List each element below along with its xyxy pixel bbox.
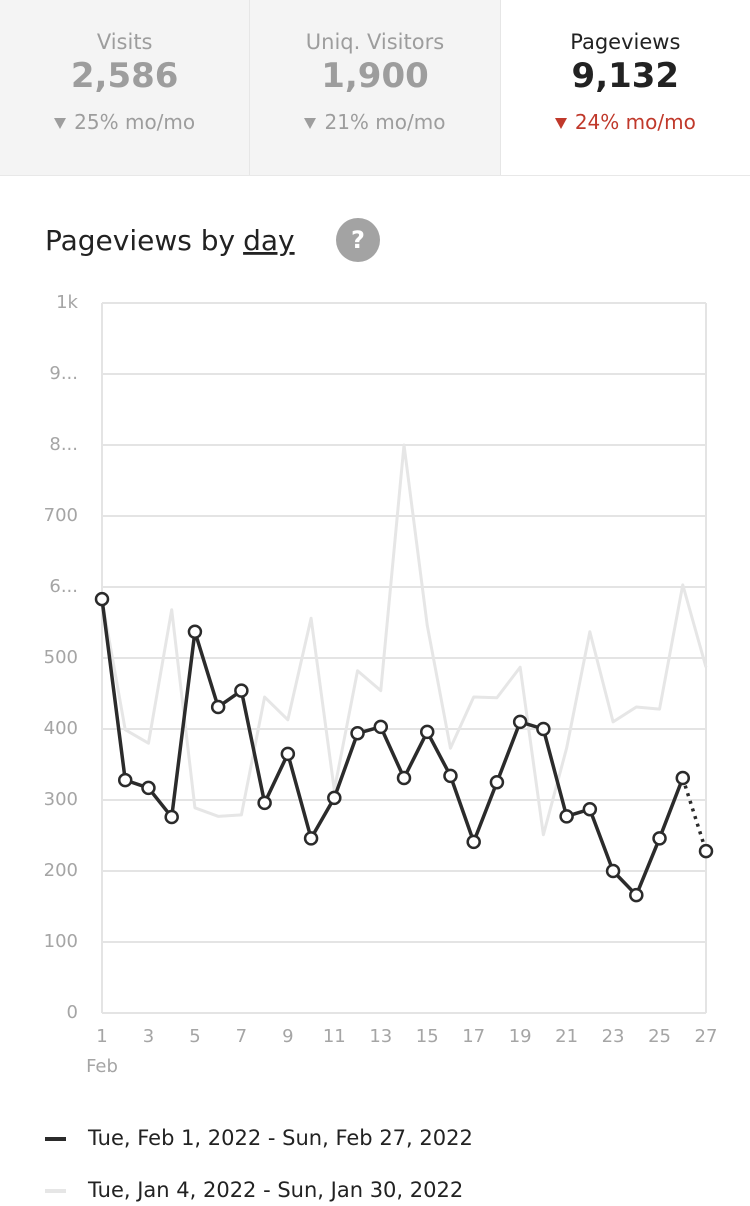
y-tick-label: 6... <box>49 576 78 597</box>
data-point <box>605 863 621 879</box>
tab-value: 2,586 <box>70 56 179 96</box>
data-point <box>629 887 644 903</box>
tab-change: 25% mo/mo <box>0 110 249 134</box>
data-point <box>698 843 714 859</box>
data-point <box>327 790 342 806</box>
x-tick-label: 27 <box>695 1026 718 1047</box>
x-tick-label: 3 <box>143 1026 154 1047</box>
x-tick-label: 21 <box>555 1026 578 1047</box>
down-arrow <box>54 118 67 129</box>
data-point <box>280 746 296 762</box>
data-point <box>187 624 203 639</box>
x-tick-label: 17 <box>462 1026 485 1047</box>
tab-value: 9,132 <box>571 56 680 96</box>
x-sublabel: Feb <box>86 1056 118 1077</box>
help-glyph: ? <box>351 226 365 254</box>
data-point <box>652 831 667 846</box>
change-text: 25% mo/mo <box>74 110 196 134</box>
data-point <box>675 770 691 786</box>
legend-label: Tue, Jan 4, 2022 - Sun, Jan 30, 2022 <box>87 1178 463 1202</box>
tab-label: Uniq. Visitors <box>305 30 445 54</box>
data-point <box>536 721 551 737</box>
data-point <box>141 780 156 796</box>
series-line-partial <box>681 777 708 852</box>
data-point <box>419 724 435 740</box>
change-text: 24% mo/mo <box>574 110 696 134</box>
stat-tab[interactable]: Uniq. Visitors 1,900 21% mo/mo <box>250 0 501 175</box>
x-tick-label: 23 <box>602 1026 625 1047</box>
data-point <box>489 775 505 790</box>
y-tick-label: 300 <box>44 789 78 810</box>
chart-title: Pageviews by day <box>45 224 295 257</box>
stat-tab[interactable]: Visits 2,586 25% mo/mo <box>0 0 251 175</box>
title-text: Pageviews by <box>45 224 235 257</box>
y-tick-label: 0 <box>67 1002 78 1023</box>
stat-tab[interactable]: Pageviews 9,132 24% mo/mo <box>500 0 750 175</box>
y-tick-label: 400 <box>44 718 78 739</box>
y-tick-label: 1k <box>56 292 78 313</box>
tab-change: 21% mo/mo <box>250 110 499 134</box>
x-tick-label: 25 <box>648 1026 671 1047</box>
stat-tabs: Visits 2,586 25% mo/mo Uniq. Visitors 1,900 2… <box>0 0 750 176</box>
y-tick-label: 8... <box>49 434 78 455</box>
data-point <box>582 801 598 817</box>
data-point <box>559 809 574 824</box>
y-tick-label: 200 <box>44 860 78 881</box>
tab-change: 24% mo/mo <box>501 110 750 134</box>
down-arrow <box>554 118 567 129</box>
x-tick-label: 11 <box>323 1026 346 1047</box>
series-line <box>100 443 708 837</box>
y-tick-label: 500 <box>44 647 78 668</box>
data-point <box>210 699 226 715</box>
data-point <box>466 834 481 850</box>
x-tick-label: 9 <box>282 1026 293 1047</box>
data-point <box>257 795 272 811</box>
y-tick-label: 700 <box>44 505 78 526</box>
chart: Pageviews by day ? 0 100 200 300 400 500 6... 70… <box>44 218 718 1202</box>
x-tick-label: 19 <box>509 1026 532 1047</box>
data-point <box>512 714 528 730</box>
tab-label: Visits <box>96 30 153 54</box>
data-point <box>350 726 365 741</box>
legend-label: Tue, Feb 1, 2022 - Sun, Feb 27, 2022 <box>87 1126 473 1150</box>
x-tick-label: 7 <box>236 1026 247 1047</box>
data-point <box>373 719 389 735</box>
down-arrow <box>304 118 317 129</box>
help-icon[interactable] <box>336 218 380 262</box>
y-tick-label: 100 <box>44 931 78 952</box>
change-text: 21% mo/mo <box>324 110 446 134</box>
data-point <box>303 831 319 846</box>
data-point <box>94 591 110 607</box>
x-tick-label: 5 <box>189 1026 200 1047</box>
title-link[interactable]: day <box>243 224 295 257</box>
x-tick-label: 13 <box>369 1026 392 1047</box>
x-tick-label: 1 <box>96 1026 107 1047</box>
data-point <box>164 809 179 825</box>
data-point <box>117 772 133 788</box>
y-tick-label: 9... <box>49 363 78 384</box>
tab-value: 1,900 <box>321 56 429 96</box>
x-tick-label: 15 <box>416 1026 439 1047</box>
tab-label: Pageviews <box>570 30 681 54</box>
data-point <box>443 768 458 784</box>
data-point <box>396 770 412 786</box>
data-point <box>234 683 249 698</box>
